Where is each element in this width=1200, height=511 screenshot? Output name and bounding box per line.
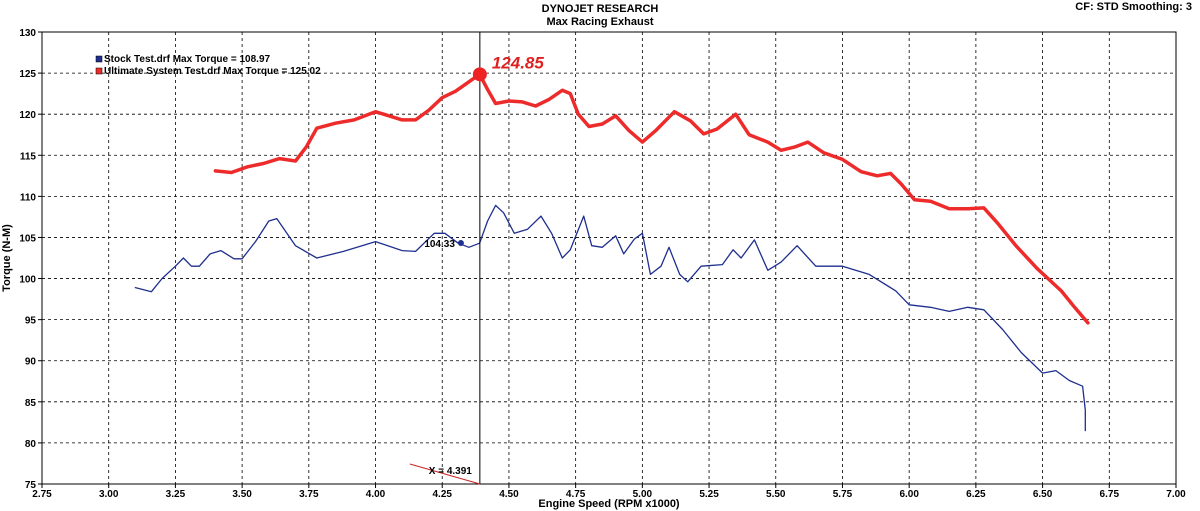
legend-swatch-ultimate <box>95 67 103 75</box>
peak-marker <box>472 67 487 82</box>
x-tick-label: 5.50 <box>766 489 786 500</box>
x-tick-label: 3.50 <box>232 489 252 500</box>
x-tick-label: 5.00 <box>633 489 653 500</box>
y-tick-label: 100 <box>19 275 36 286</box>
chart-title: DYNOJET RESEARCH <box>541 3 659 15</box>
series-line-0 <box>134 204 1086 432</box>
y-tick-label: 120 <box>19 110 36 121</box>
legend-swatch-stock <box>95 55 103 63</box>
y-tick-label: 105 <box>19 233 36 244</box>
grid-lines <box>42 32 1176 484</box>
x-tick-label: 6.00 <box>899 489 919 500</box>
chart-subtitle: Max Racing Exhaust <box>546 16 654 28</box>
x-tick-label: 3.75 <box>299 489 319 500</box>
settings-readout: CF: STD Smoothing: 3 <box>1075 1 1192 13</box>
legend-label-ultimate: Ultimate System Test.drf Max Torque = 12… <box>104 66 321 77</box>
series-lines <box>134 72 1090 432</box>
peak-label: 124.85 <box>492 53 545 72</box>
x-tick-label: 4.25 <box>433 489 453 500</box>
x-axis-ticks: 2.75 3.00 3.25 3.50 3.75 4.00 4.25 4.50 4.75 5.00… <box>32 484 1186 500</box>
y-axis-ticks: 75 80 85 90 95 100 105 110 115 120 125 130 <box>19 28 42 491</box>
x-tick-label: 4.75 <box>566 489 586 500</box>
cursor-label: X = 4.391 <box>429 466 473 477</box>
y-axis-label: Torque (N-M) <box>1 224 13 292</box>
x-tick-label: 5.25 <box>699 489 719 500</box>
y-tick-label: 85 <box>25 398 37 409</box>
x-axis-label: Engine Speed (RPM x1000) <box>538 498 680 510</box>
y-tick-label: 80 <box>25 439 37 450</box>
y-tick-label: 75 <box>25 480 37 491</box>
x-tick-label: 6.75 <box>1100 489 1120 500</box>
y-tick-label: 125 <box>19 69 36 80</box>
value-label: 104.33 <box>424 239 455 250</box>
plot-frame <box>41 31 1177 485</box>
y-tick-label: 115 <box>20 151 37 162</box>
legend-label-stock: Stock Test.drf Max Torque = 108.97 <box>104 54 271 65</box>
x-tick-label: 6.25 <box>966 489 986 500</box>
value-marker <box>457 239 464 246</box>
x-tick-label: 6.50 <box>1033 489 1053 500</box>
y-tick-label: 90 <box>25 357 37 368</box>
y-tick-label: 130 <box>19 28 36 39</box>
series-line-1 <box>213 72 1090 325</box>
x-tick-label: 4.50 <box>499 489 519 500</box>
x-tick-label: 2.75 <box>32 489 52 500</box>
x-tick-label: 7.00 <box>1166 489 1186 500</box>
x-tick-label: 5.75 <box>833 489 853 500</box>
x-tick-label: 4.00 <box>366 489 386 500</box>
cursor-pointer <box>409 463 480 485</box>
x-tick-label: 3.25 <box>166 489 186 500</box>
y-tick-label: 95 <box>25 316 37 327</box>
x-tick-label: 3.00 <box>99 489 119 500</box>
y-tick-label: 110 <box>20 192 37 203</box>
annotations: X = 4.391 124.85 104.33 <box>409 32 545 485</box>
legend: Stock Test.drf Max Torque = 108.97 Ultim… <box>95 54 321 77</box>
